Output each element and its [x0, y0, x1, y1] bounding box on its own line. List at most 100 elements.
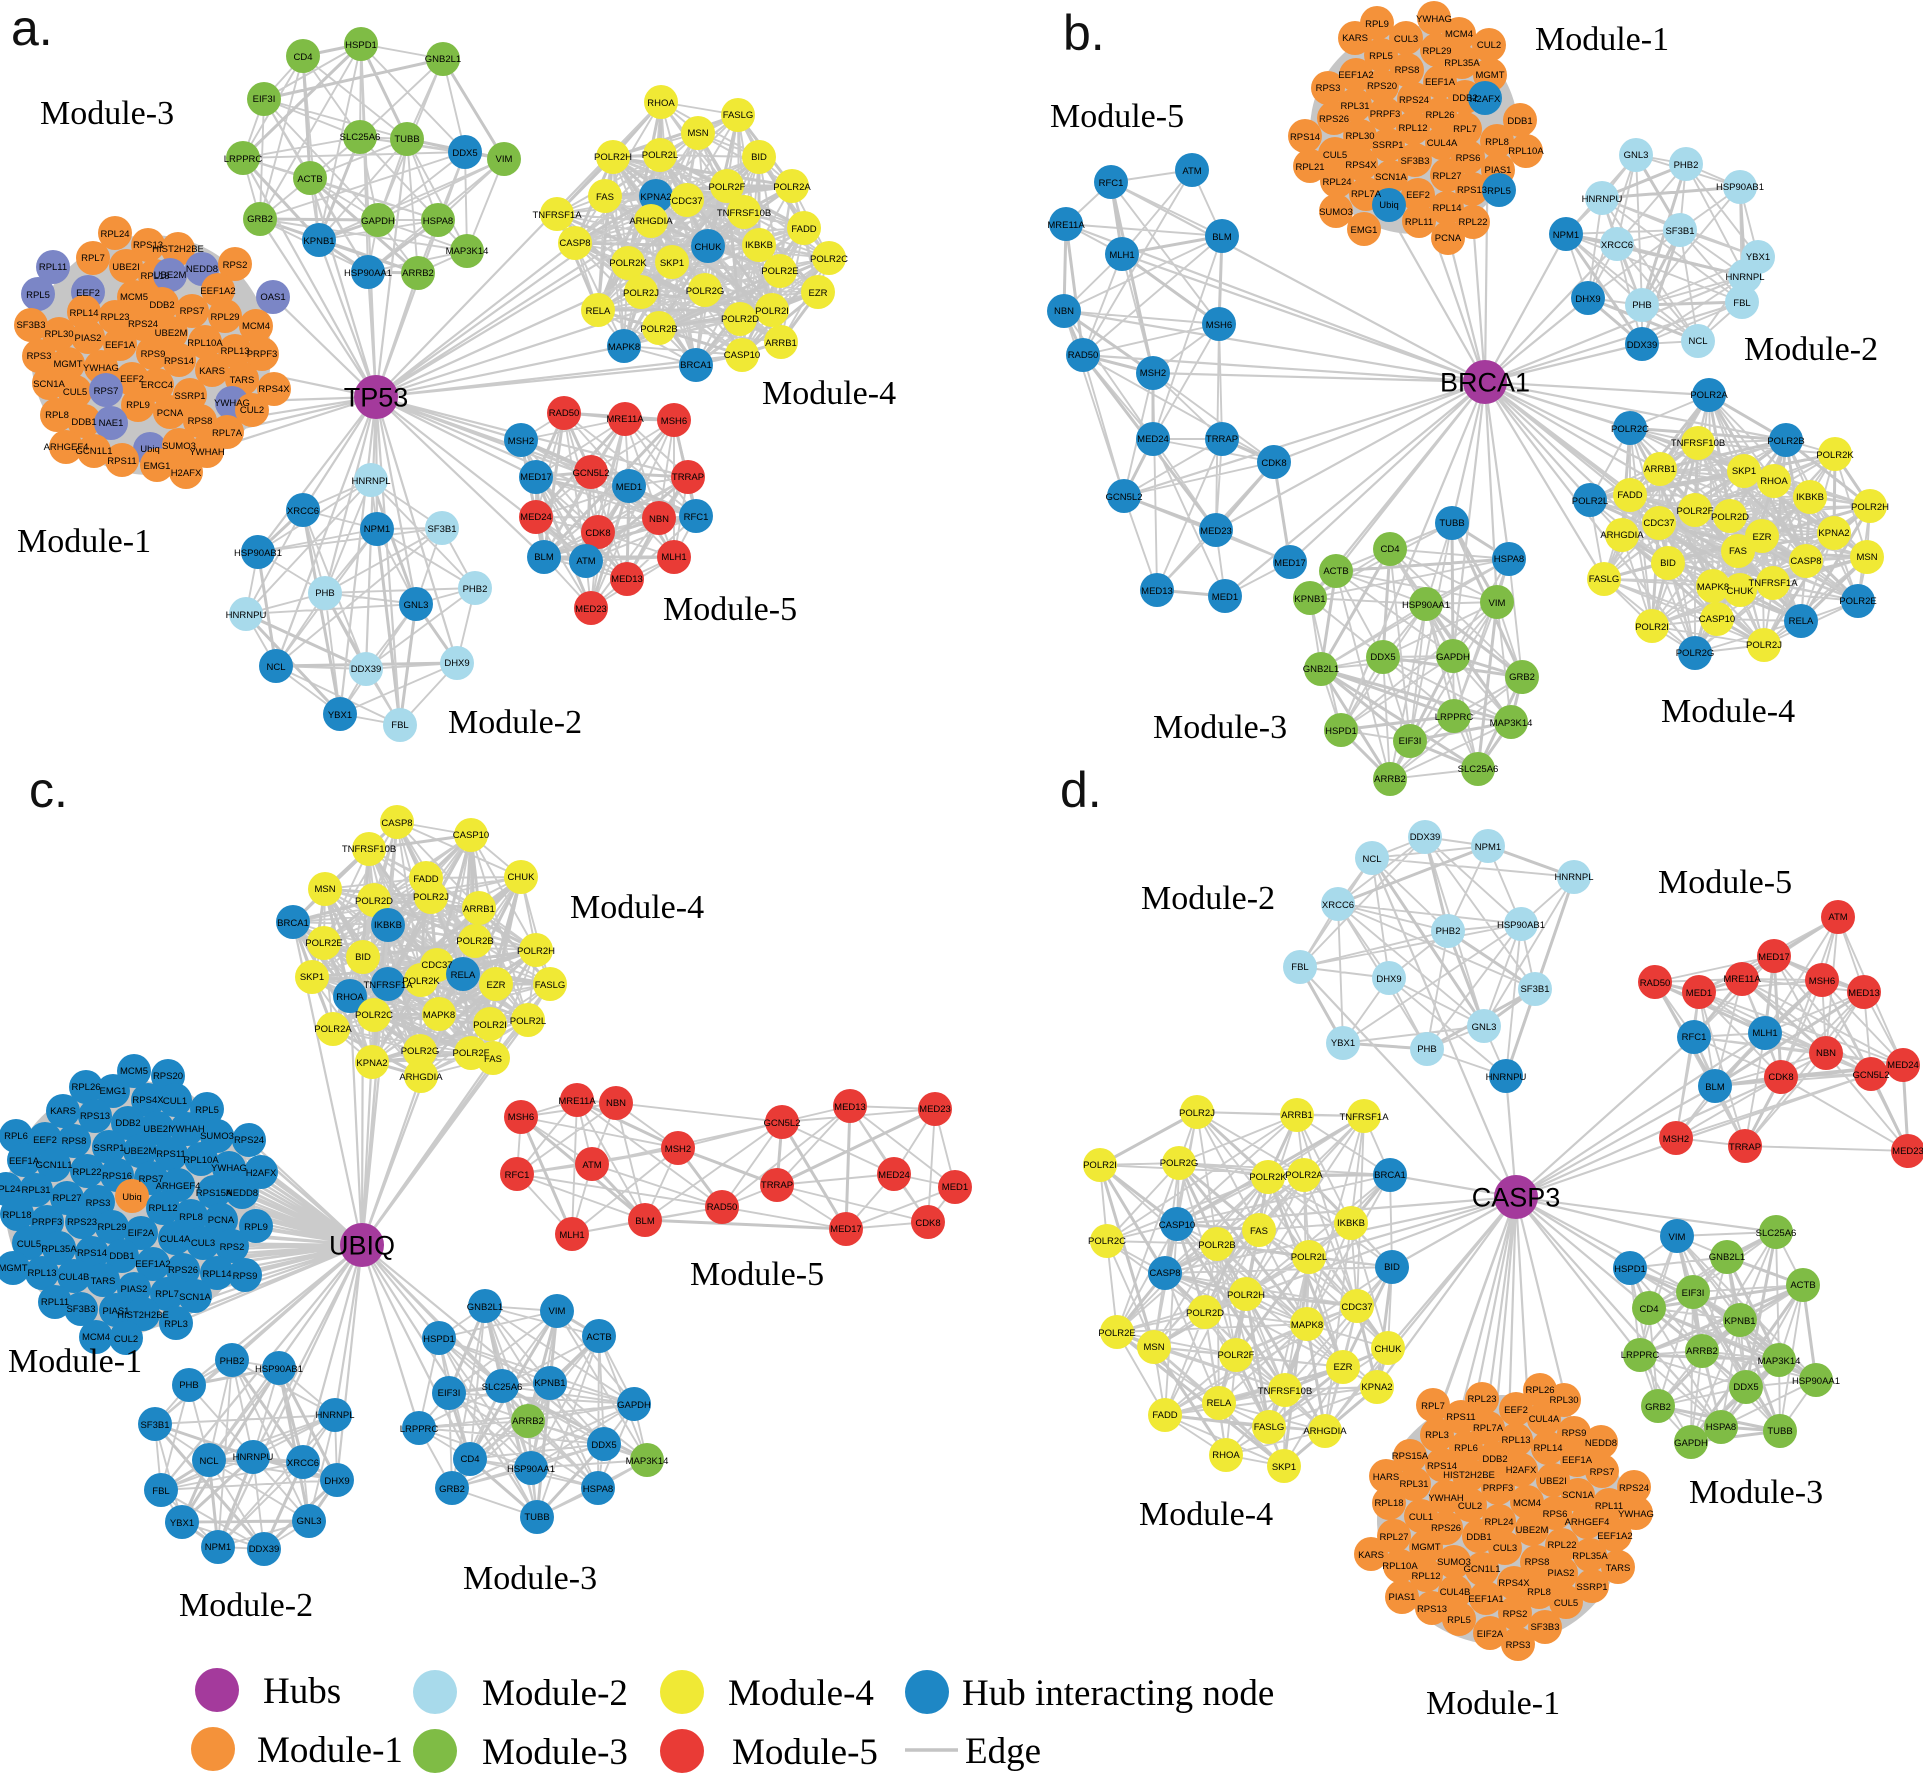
svg-text:HNRNPL: HNRNPL	[1725, 272, 1764, 283]
svg-text:GRB2: GRB2	[247, 214, 273, 225]
svg-text:MCM4: MCM4	[82, 1332, 110, 1343]
svg-text:POLR2B: POLR2B	[456, 936, 494, 947]
svg-text:FASLG: FASLG	[1589, 574, 1620, 585]
svg-text:RPS13: RPS13	[80, 1111, 110, 1122]
svg-text:VIM: VIM	[549, 1306, 566, 1317]
svg-text:YBX1: YBX1	[170, 1518, 194, 1529]
svg-text:POLR2E: POLR2E	[1839, 596, 1877, 607]
svg-text:MED1: MED1	[1686, 988, 1712, 999]
svg-text:FBL: FBL	[391, 720, 408, 731]
svg-text:MSH6: MSH6	[1206, 320, 1232, 331]
svg-text:ARHGDIA: ARHGDIA	[1600, 530, 1644, 541]
svg-text:RPL27: RPL27	[1379, 1532, 1408, 1543]
svg-text:CASP10: CASP10	[1699, 614, 1735, 625]
svg-text:MRE11A: MRE11A	[558, 1096, 596, 1107]
svg-text:SLC25A6: SLC25A6	[482, 1382, 523, 1393]
svg-text:RPL7: RPL7	[1421, 1401, 1445, 1412]
svg-text:RPL27: RPL27	[52, 1193, 81, 1204]
svg-text:RPS8: RPS8	[1395, 65, 1420, 76]
svg-text:YWHAH: YWHAH	[169, 1124, 205, 1135]
svg-text:POLR2C: POLR2C	[1611, 424, 1649, 435]
svg-text:NEDD8: NEDD8	[186, 264, 218, 275]
svg-text:CUL4A: CUL4A	[160, 1234, 191, 1245]
svg-text:EMG1: EMG1	[144, 461, 171, 472]
svg-text:KPNA2: KPNA2	[356, 1058, 387, 1069]
svg-text:SUMO3: SUMO3	[1437, 1557, 1471, 1568]
svg-text:XRCC6: XRCC6	[1601, 240, 1633, 251]
svg-text:POLR2I: POLR2I	[1083, 1160, 1117, 1171]
svg-text:POLR2F: POLR2F	[1218, 1350, 1255, 1361]
svg-text:RPL14: RPL14	[1432, 203, 1461, 214]
svg-text:HSPD1: HSPD1	[1614, 1264, 1646, 1275]
svg-text:POLR2E: POLR2E	[1098, 1328, 1136, 1339]
svg-text:HSPD1: HSPD1	[1325, 726, 1357, 737]
svg-text:DDB2: DDB2	[149, 300, 174, 311]
svg-text:RPL18: RPL18	[140, 271, 169, 282]
svg-text:DDB1: DDB1	[109, 1251, 134, 1262]
svg-text:YWHAG: YWHAG	[211, 1163, 247, 1174]
svg-text:RELA: RELA	[586, 306, 611, 317]
svg-text:RPL22: RPL22	[1547, 1540, 1576, 1551]
svg-text:KPNB1: KPNB1	[1294, 594, 1325, 605]
svg-text:RPL29: RPL29	[1422, 46, 1451, 57]
svg-text:RPS4X: RPS4X	[1345, 160, 1377, 171]
svg-text:TNFRSF10B: TNFRSF10B	[342, 844, 396, 855]
svg-text:Module-5: Module-5	[1050, 98, 1184, 135]
svg-text:MCM4: MCM4	[1513, 1498, 1541, 1509]
svg-text:RPL5: RPL5	[1487, 186, 1511, 197]
svg-text:Module-4: Module-4	[1139, 1496, 1273, 1533]
svg-text:GCN1L1: GCN1L1	[76, 446, 113, 457]
svg-text:Module-4: Module-4	[1661, 693, 1795, 730]
svg-text:CUL2: CUL2	[1477, 40, 1501, 51]
svg-text:POLR2J: POLR2J	[1179, 1108, 1215, 1119]
svg-text:GNL3: GNL3	[1624, 150, 1649, 161]
svg-text:RPS14: RPS14	[77, 1248, 107, 1259]
svg-text:TUBB: TUBB	[1439, 518, 1464, 529]
svg-text:Module-2: Module-2	[1744, 331, 1878, 368]
svg-text:RPS24: RPS24	[234, 1135, 264, 1146]
svg-text:CHUK: CHUK	[1727, 586, 1755, 597]
svg-text:HSP90AB1: HSP90AB1	[255, 1364, 303, 1375]
svg-text:RPL29: RPL29	[97, 1222, 126, 1233]
svg-text:KPNA2: KPNA2	[1361, 1382, 1392, 1393]
svg-text:CHUK: CHUK	[695, 242, 723, 253]
svg-text:POLR2D: POLR2D	[1711, 512, 1749, 523]
svg-text:EZR: EZR	[1334, 1362, 1353, 1373]
svg-text:MED23: MED23	[1892, 1146, 1923, 1157]
svg-text:H2AFX: H2AFX	[171, 468, 202, 479]
svg-text:EEF1A: EEF1A	[105, 340, 136, 351]
svg-text:Module-3: Module-3	[40, 95, 174, 132]
svg-text:RPS9: RPS9	[1562, 1428, 1587, 1439]
svg-text:EZR: EZR	[1753, 532, 1772, 543]
svg-text:Module-2: Module-2	[448, 704, 582, 741]
svg-text:RPS26: RPS26	[1319, 114, 1349, 125]
svg-text:ARRB1: ARRB1	[463, 904, 495, 915]
svg-text:SKP1: SKP1	[1732, 466, 1756, 477]
svg-text:HARS: HARS	[1373, 1472, 1399, 1483]
svg-text:POLR2E: POLR2E	[761, 266, 799, 277]
svg-text:DDB1: DDB1	[1507, 116, 1532, 127]
svg-text:Module-5: Module-5	[663, 591, 797, 628]
svg-text:RPL13: RPL13	[220, 346, 249, 357]
svg-text:UBIQ: UBIQ	[329, 1231, 395, 1261]
svg-text:MED24: MED24	[1137, 434, 1169, 445]
svg-text:DDB1: DDB1	[1466, 1532, 1491, 1543]
svg-text:POLR2C: POLR2C	[1088, 1236, 1126, 1247]
svg-text:CUL3: CUL3	[1394, 34, 1418, 45]
svg-text:MCM5: MCM5	[120, 292, 148, 303]
svg-text:RPS3: RPS3	[1506, 1640, 1531, 1651]
svg-text:DDX5: DDX5	[452, 148, 477, 159]
svg-text:SLC25A6: SLC25A6	[1458, 764, 1499, 775]
svg-text:FASLG: FASLG	[723, 110, 754, 121]
svg-text:CASP3: CASP3	[1472, 1183, 1561, 1213]
svg-text:MLH1: MLH1	[661, 552, 686, 563]
svg-text:ACTB: ACTB	[1323, 566, 1348, 577]
svg-text:NPM1: NPM1	[1475, 842, 1501, 853]
svg-text:POLR2C: POLR2C	[810, 254, 848, 265]
svg-text:GCN5L2: GCN5L2	[1106, 492, 1143, 503]
svg-text:RPS2: RPS2	[220, 1242, 245, 1253]
svg-text:RPL11: RPL11	[39, 262, 67, 273]
svg-text:RPS20: RPS20	[153, 1071, 183, 1082]
svg-text:CUL5: CUL5	[17, 1239, 41, 1250]
svg-text:RPS15A: RPS15A	[196, 1188, 233, 1199]
